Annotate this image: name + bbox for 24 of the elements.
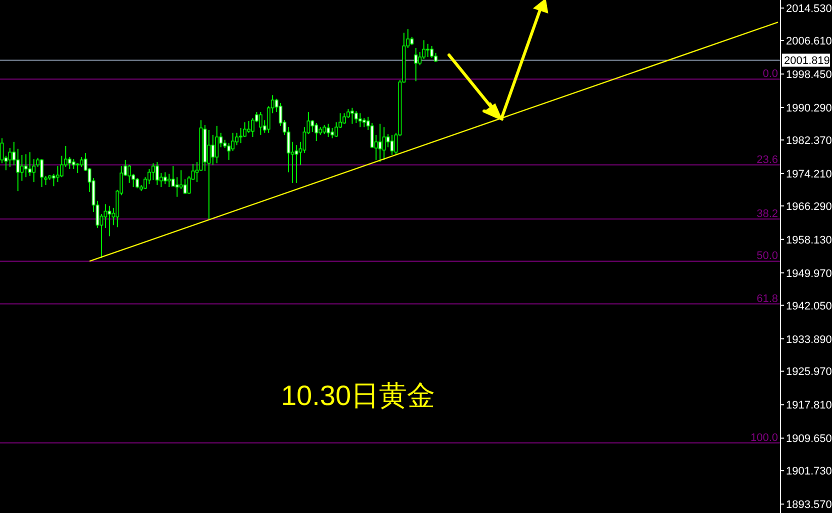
y-tick-label: 1917.810: [786, 400, 832, 412]
y-tick-label: 1949.970: [786, 268, 832, 280]
y-tick-label: 1942.050: [786, 300, 832, 312]
y-tick-label: 2006.610: [786, 36, 832, 48]
y-tick-label: 1933.890: [786, 334, 832, 346]
y-tick-label: 2014.530: [786, 3, 832, 16]
y-tick-label: 1901.730: [786, 466, 832, 478]
y-tick-label: 1966.290: [786, 200, 832, 213]
annotation: 50.0: [756, 250, 778, 262]
annotation: 61.8: [756, 292, 778, 305]
y-tick-label: 1909.650: [786, 433, 832, 446]
y-tick-label: 1990.290: [786, 102, 832, 114]
ref-line-label: 2001.819: [784, 55, 830, 68]
y-tick-label: 1982.370: [786, 134, 832, 147]
annotation: 38.2: [756, 208, 778, 220]
annotation: 0.0: [762, 68, 778, 80]
annotation: 23.6: [756, 154, 778, 166]
y-tick-label: 1925.970: [786, 366, 832, 378]
annotation: 10.30日黄金: [280, 380, 436, 411]
y-tick-label: 1974.210: [786, 168, 832, 180]
y-tick-label: 1893.570: [786, 499, 832, 512]
annotation: 100.0: [750, 432, 778, 444]
y-tick-label: 1958.130: [786, 234, 832, 246]
y-tick-label: 1998.450: [786, 69, 832, 82]
